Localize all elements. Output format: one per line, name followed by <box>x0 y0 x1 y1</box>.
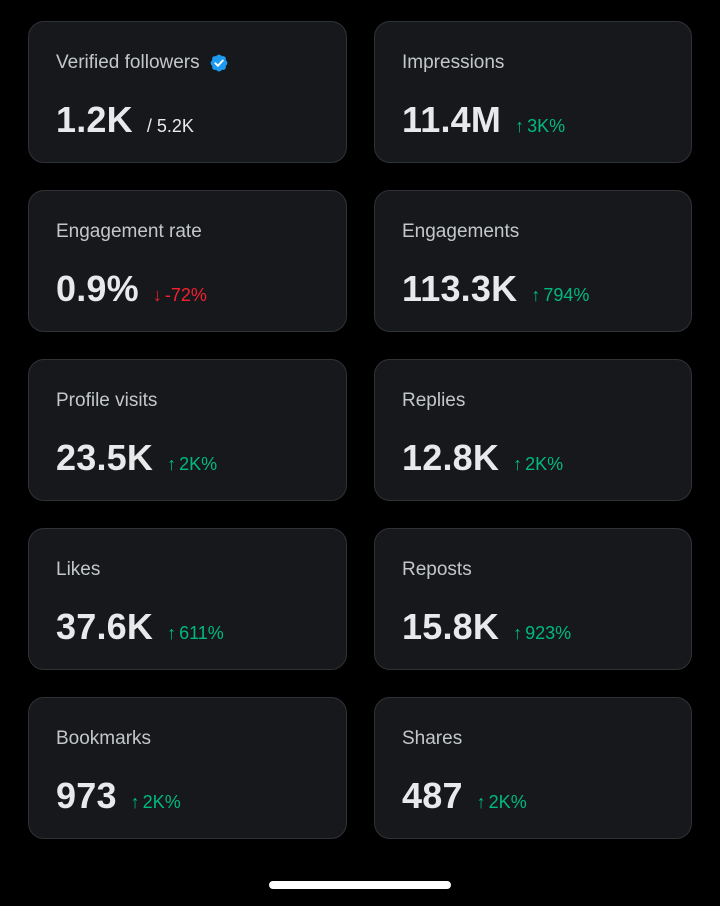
metric-value-row: 11.4M ↑ 3K% <box>402 100 565 140</box>
metrics-grid: Verified followers 1.2K / 5.2K Impressio… <box>28 21 692 839</box>
metric-change: ↑ 2K% <box>131 792 181 813</box>
arrow-up-icon: ↑ <box>513 623 523 643</box>
metric-value-row: 973 ↑ 2K% <box>56 776 181 816</box>
metric-change: ↑ 611% <box>167 623 224 644</box>
metric-change: ↑ 3K% <box>515 116 565 137</box>
metric-value: 37.6K <box>56 606 154 647</box>
verified-badge-icon <box>210 54 228 72</box>
metric-card-shares[interactable]: Shares 487 ↑ 2K% <box>374 697 692 839</box>
metric-change: ↑ 794% <box>531 285 589 306</box>
metric-card-reposts[interactable]: Reposts 15.8K ↑ 923% <box>374 528 692 670</box>
metric-change-value: 611% <box>179 623 224 643</box>
metric-change-value: -72% <box>164 285 207 305</box>
metric-value: 113.3K <box>402 268 518 309</box>
metric-card-profile-visits[interactable]: Profile visits 23.5K ↑ 2K% <box>28 359 347 501</box>
metric-title: Reposts <box>402 559 472 580</box>
metric-value-row: 113.3K ↑ 794% <box>402 269 589 309</box>
metric-value-row: 1.2K / 5.2K <box>56 100 194 140</box>
metric-value: 973 <box>56 775 117 816</box>
arrow-up-icon: ↑ <box>515 116 525 136</box>
metric-change-value: 2K% <box>142 792 181 812</box>
metric-title: Shares <box>402 728 463 749</box>
metric-card-bookmarks[interactable]: Bookmarks 973 ↑ 2K% <box>28 697 347 839</box>
metric-value-row: 0.9% ↓ -72% <box>56 269 207 309</box>
metric-value-row: 487 ↑ 2K% <box>402 776 527 816</box>
metric-title: Engagements <box>402 221 520 242</box>
arrow-up-icon: ↑ <box>130 792 140 812</box>
metric-total: / 5.2K <box>146 116 194 136</box>
metric-change: ↓ -72% <box>153 285 207 306</box>
metric-change-value: 794% <box>543 285 590 305</box>
metric-change: ↑ 923% <box>513 623 571 644</box>
metric-title: Engagement rate <box>56 221 202 242</box>
metric-card-impressions[interactable]: Impressions 11.4M ↑ 3K% <box>374 21 692 163</box>
arrow-up-icon: ↑ <box>531 285 541 305</box>
metric-value: 23.5K <box>56 437 154 478</box>
metric-value: 15.8K <box>402 606 500 647</box>
metric-change: ↑ 2K% <box>513 454 563 475</box>
metric-title-row: Verified followers <box>56 52 230 74</box>
arrow-up-icon: ↑ <box>167 623 177 643</box>
arrow-up-icon: ↑ <box>476 792 486 812</box>
metric-value: 1.2K <box>56 99 133 140</box>
metric-change-value: 2K% <box>179 454 218 474</box>
metric-value: 12.8K <box>402 437 500 478</box>
metric-change: ↑ 2K% <box>167 454 217 475</box>
metric-value-row: 23.5K ↑ 2K% <box>56 438 217 478</box>
metric-card-verified-followers[interactable]: Verified followers 1.2K / 5.2K <box>28 21 347 163</box>
metric-value: 11.4M <box>402 99 502 140</box>
metric-title: Replies <box>402 390 466 411</box>
metric-card-engagement-rate[interactable]: Engagement rate 0.9% ↓ -72% <box>28 190 347 332</box>
metric-card-engagements[interactable]: Engagements 113.3K ↑ 794% <box>374 190 692 332</box>
metric-change: ↑ 2K% <box>477 792 527 813</box>
metric-value-row: 37.6K ↑ 611% <box>56 607 224 647</box>
metric-card-likes[interactable]: Likes 37.6K ↑ 611% <box>28 528 347 670</box>
metric-value-row: 12.8K ↑ 2K% <box>402 438 563 478</box>
metric-title: Impressions <box>402 52 505 73</box>
arrow-up-icon: ↑ <box>167 454 177 474</box>
home-indicator-bar[interactable] <box>269 881 451 889</box>
metric-title: Profile visits <box>56 390 158 411</box>
metric-title: Bookmarks <box>56 728 152 749</box>
arrow-down-icon: ↓ <box>152 285 162 305</box>
metric-change-value: 2K% <box>488 792 527 812</box>
metric-change-value: 923% <box>525 623 572 643</box>
metric-value: 487 <box>402 775 463 816</box>
metric-change-value: 2K% <box>525 454 564 474</box>
arrow-up-icon: ↑ <box>513 454 523 474</box>
metric-value: 0.9% <box>56 268 139 309</box>
metric-value-row: 15.8K ↑ 923% <box>402 607 571 647</box>
metric-title: Verified followers <box>56 52 200 73</box>
metric-title: Likes <box>56 559 101 580</box>
metric-change-value: 3K% <box>527 116 566 136</box>
metric-card-replies[interactable]: Replies 12.8K ↑ 2K% <box>374 359 692 501</box>
